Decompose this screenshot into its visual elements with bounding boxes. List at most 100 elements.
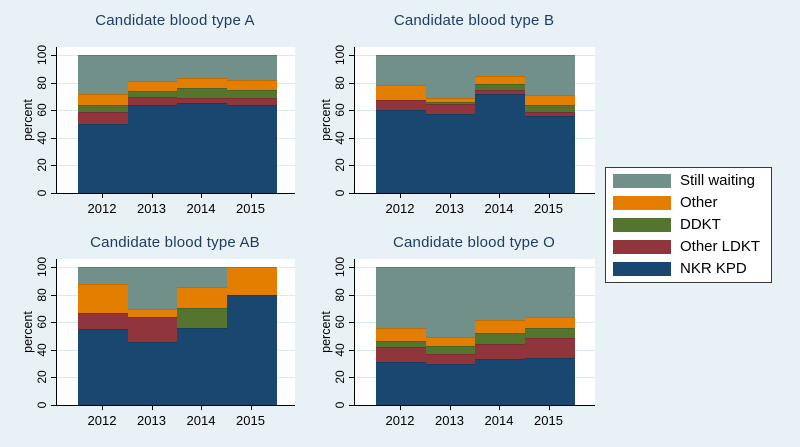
bar-segment-nkr-kpd-2014 xyxy=(177,102,227,193)
y-tick-mark-100 xyxy=(51,267,56,268)
y-tick-label-60: 60 xyxy=(333,315,347,329)
y-tick-mark-40 xyxy=(349,137,354,139)
x-tick-label-2014: 2014 xyxy=(484,413,514,428)
bar-segment-ddkt-2013 xyxy=(127,90,178,98)
y-tick-label-20: 20 xyxy=(333,370,347,385)
panel-title-blood-type-o: Candidate blood type O xyxy=(392,234,555,251)
y-tick-label-100: 100 xyxy=(35,256,49,278)
bar-segment-still-waiting-2013 xyxy=(127,55,178,82)
x-tick-mark-2012 xyxy=(102,406,103,410)
y-axis-title-candidate-blood-type-ab: percent xyxy=(21,311,35,353)
y-tick-label-60: 60 xyxy=(333,103,347,117)
bar-segment-other-2015 xyxy=(524,316,575,329)
legend-item-nkr-kpd: NKR KPD xyxy=(613,261,764,276)
bar-segment-ddkt-2015 xyxy=(524,328,575,339)
bar-segment-nkr-kpd-2013 xyxy=(127,105,178,193)
y-tick-mark-40 xyxy=(51,137,56,139)
y-tick-mark-80 xyxy=(349,294,354,296)
legend-item-other-ldkt: Other LDKT xyxy=(613,238,764,255)
y-tick-mark-0 xyxy=(349,193,354,194)
x-tick-label-2014: 2014 xyxy=(186,201,216,216)
bar-segment-nkr-kpd-2015 xyxy=(524,358,575,405)
bar-segment-nkr-kpd-2013 xyxy=(425,363,476,405)
bar-segment-still-waiting-2013 xyxy=(425,55,476,98)
bar-segment-other-ldkt-2012 xyxy=(78,111,128,124)
legend-label-other-ldkt: Other LDKT xyxy=(680,238,761,255)
x-tick-label-2012: 2012 xyxy=(87,201,117,216)
x-tick-mark-2012 xyxy=(102,194,103,198)
legend-swatch-nkr-kpd xyxy=(613,262,671,276)
bar-segment-other-ldkt-2014 xyxy=(475,343,525,360)
x-tick-mark-2014 xyxy=(201,406,202,410)
x-tick-mark-2012 xyxy=(400,406,401,410)
bar-segment-other-2012 xyxy=(78,94,128,105)
x-tick-mark-2014 xyxy=(499,194,500,198)
y-axis-title-candidate-blood-type-a: percent xyxy=(21,99,35,141)
x-tick-mark-2013 xyxy=(151,194,153,198)
bar-segment-ddkt-2015 xyxy=(226,90,277,99)
bar-segment-other-ldkt-2015 xyxy=(524,111,575,116)
bar-segment-still-waiting-2015 xyxy=(524,267,575,317)
bar-segment-still-waiting-2015 xyxy=(226,55,277,80)
bar-segment-nkr-kpd-2014 xyxy=(475,359,525,405)
legend-swatch-ddkt xyxy=(613,218,671,232)
y-tick-mark-100 xyxy=(51,55,56,56)
bar-segment-other-2013 xyxy=(127,81,178,91)
bar-segment-other-2015 xyxy=(524,95,575,105)
y-tick-label-0: 0 xyxy=(333,401,347,409)
y-tick-mark-60 xyxy=(349,110,354,112)
bar-segment-nkr-kpd-2014 xyxy=(475,93,525,193)
x-tick-label-2015: 2015 xyxy=(534,201,563,216)
bar-segment-ddkt-2015 xyxy=(524,104,575,112)
x-tick-mark-2015 xyxy=(548,406,550,410)
x-tick-mark-2013 xyxy=(151,406,153,410)
bar-segment-other-2012 xyxy=(376,85,426,100)
y-tick-label-40: 40 xyxy=(333,131,347,145)
x-tick-label-2015: 2015 xyxy=(534,413,563,428)
y-tick-label-0: 0 xyxy=(35,401,49,409)
bar-segment-other-ldkt-2013 xyxy=(425,353,476,364)
y-axis-title-candidate-blood-type-b: percent xyxy=(319,99,333,141)
x-tick-label-2013: 2013 xyxy=(137,413,166,428)
y-tick-label-0: 0 xyxy=(35,189,49,197)
bar-segment-other-2012 xyxy=(78,283,128,313)
bar-segment-ddkt-2014 xyxy=(177,88,227,98)
y-tick-mark-80 xyxy=(51,294,56,296)
bar-segment-ddkt-2014 xyxy=(475,83,525,90)
legend-item-still-waiting: Still waiting xyxy=(613,172,764,189)
legend-label-still-waiting: Still waiting xyxy=(680,172,756,189)
bar-segment-other-ldkt-2014 xyxy=(177,97,227,103)
x-tick-mark-2012 xyxy=(400,194,401,198)
y-tick-label-80: 80 xyxy=(333,287,347,302)
bar-segment-ddkt-2012 xyxy=(376,340,426,348)
x-tick-label-2012: 2012 xyxy=(385,413,415,428)
bar-segment-other-ldkt-2012 xyxy=(376,347,426,363)
y-tick-label-40: 40 xyxy=(35,131,49,145)
y-tick-mark-0 xyxy=(51,193,56,194)
bar-segment-still-waiting-2014 xyxy=(475,55,525,76)
bar-segment-other-2015 xyxy=(226,79,277,91)
plot-area-candidate-blood-type-a xyxy=(56,47,295,194)
bar-segment-nkr-kpd-2014 xyxy=(177,327,227,405)
x-tick-mark-2014 xyxy=(499,406,500,410)
x-tick-label-2012: 2012 xyxy=(385,201,415,216)
bar-segment-still-waiting-2014 xyxy=(177,55,227,78)
y-tick-label-80: 80 xyxy=(35,287,49,302)
y-tick-label-40: 40 xyxy=(35,343,49,357)
bar-segment-other-2013 xyxy=(127,309,178,317)
x-tick-mark-2013 xyxy=(449,194,451,198)
legend-item-other: Other xyxy=(613,195,764,210)
y-tick-label-60: 60 xyxy=(35,103,49,117)
legend-label-ddkt: DDKT xyxy=(680,216,721,233)
bar-segment-ddkt-2014 xyxy=(475,332,525,344)
x-tick-label-2013: 2013 xyxy=(137,201,166,216)
bar-segment-nkr-kpd-2012 xyxy=(376,109,426,193)
y-tick-label-20: 20 xyxy=(35,370,49,385)
legend-swatch-other xyxy=(613,196,671,210)
bar-segment-other-2012 xyxy=(376,328,426,341)
y-tick-label-100: 100 xyxy=(333,256,347,278)
bar-segment-still-waiting-2012 xyxy=(376,55,426,86)
y-tick-mark-20 xyxy=(349,377,354,379)
y-tick-mark-20 xyxy=(51,377,56,379)
y-tick-label-20: 20 xyxy=(333,158,347,173)
